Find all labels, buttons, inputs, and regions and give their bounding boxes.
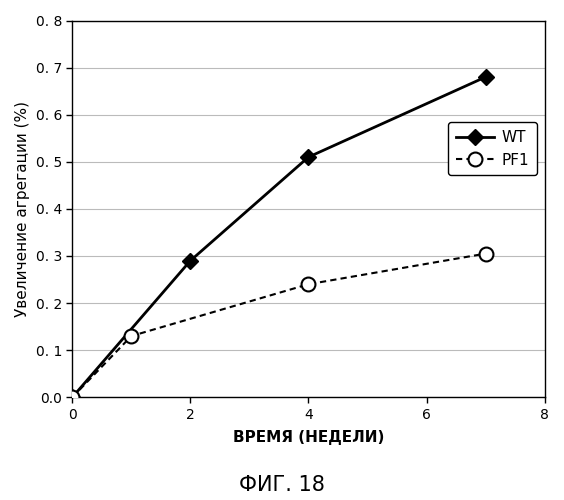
- WT: [482, 74, 489, 80]
- WT: [69, 394, 76, 400]
- PF1: [69, 394, 76, 400]
- WT: [305, 154, 312, 160]
- WT: [187, 258, 194, 264]
- Text: ФИГ. 18: ФИГ. 18: [239, 475, 325, 495]
- PF1: [305, 281, 312, 287]
- X-axis label: ВРЕМЯ (НЕДЕЛИ): ВРЕМЯ (НЕДЕЛИ): [233, 430, 384, 445]
- PF1: [128, 333, 135, 339]
- Line: PF1: PF1: [65, 246, 492, 404]
- PF1: [482, 250, 489, 256]
- Line: WT: WT: [67, 72, 491, 403]
- Y-axis label: Увеличение агрегации (%): Увеличение агрегации (%): [15, 101, 30, 317]
- Legend: WT, PF1: WT, PF1: [448, 122, 537, 175]
